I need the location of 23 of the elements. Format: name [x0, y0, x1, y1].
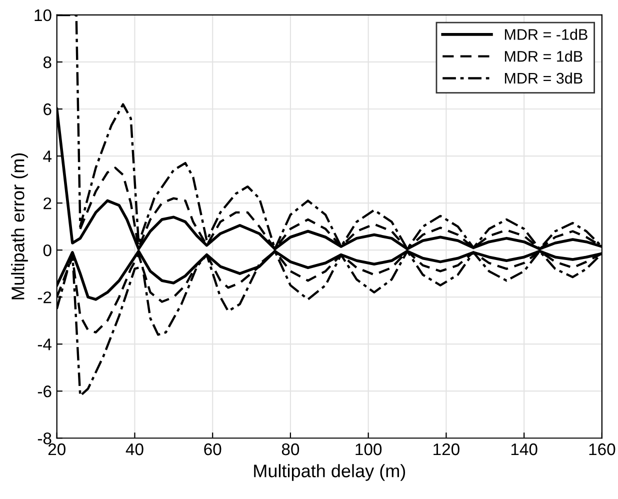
legend-label: MDR = 1dB [504, 50, 582, 62]
x-tick-label: 20 [48, 443, 66, 456]
y-tick-label: 6 [44, 103, 52, 116]
y-tick-label: -4 [38, 338, 52, 350]
legend-label: MDR = 3dB [504, 72, 582, 84]
x-tick-label: 100 [356, 443, 382, 456]
x-tick-label: 40 [126, 443, 144, 456]
y-tick-label: -2 [38, 291, 52, 304]
y-tick-label: 8 [43, 56, 52, 68]
y-axis-title: Multipath error (m) [11, 153, 28, 300]
x-axis-title: Multipath delay (m) [254, 464, 406, 481]
y-tick-label: -6 [38, 386, 52, 398]
y-tick-label: 2 [44, 197, 52, 210]
y-tick-label: -8 [38, 432, 52, 444]
y-tick-label: 0 [43, 244, 52, 256]
x-tick-label: 140 [511, 443, 538, 456]
x-tick-label: 80 [282, 443, 300, 456]
y-tick-label: 4 [43, 150, 52, 162]
x-tick-label: 160 [589, 443, 616, 456]
x-tick-label: 120 [434, 443, 460, 456]
x-tick-label: 60 [204, 443, 222, 456]
legend-label: MDR = -1dB [504, 28, 588, 40]
y-tick-label: 10 [34, 9, 52, 22]
